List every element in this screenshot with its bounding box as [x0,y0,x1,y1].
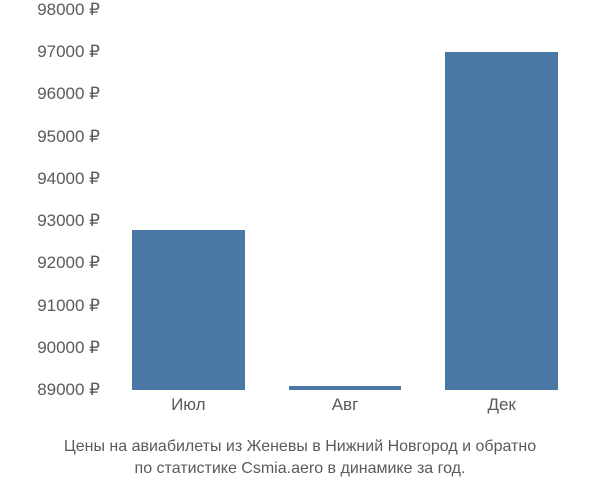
y-tick-label: 98000 ₽ [0,0,100,20]
x-axis: Июл Авг Дек [110,395,580,425]
y-tick-label: 91000 ₽ [0,296,100,316]
y-tick-label: 96000 ₽ [0,84,100,104]
y-tick-label: 93000 ₽ [0,211,100,231]
x-tick-label: Авг [332,395,359,415]
caption-line-1: Цены на авиабилеты из Женевы в Нижний Но… [0,436,600,458]
x-tick-label: Дек [487,395,515,415]
y-tick-label: 90000 ₽ [0,338,100,358]
y-tick-label: 92000 ₽ [0,253,100,273]
y-tick-label: 97000 ₽ [0,42,100,62]
price-chart: 89000 ₽ 90000 ₽ 91000 ₽ 92000 ₽ 93000 ₽ 94000… [0,0,600,430]
bar [132,230,245,390]
x-tick-label: Июл [171,395,206,415]
bar [289,386,402,390]
plot-area [110,10,580,390]
caption-line-2: по статистике Csmia.aero в динамике за г… [0,458,600,480]
chart-caption: Цены на авиабилеты из Женевы в Нижний Но… [0,436,600,481]
bar [445,52,558,390]
y-tick-label: 94000 ₽ [0,169,100,189]
y-axis: 89000 ₽ 90000 ₽ 91000 ₽ 92000 ₽ 93000 ₽ 94000… [0,0,110,410]
y-tick-label: 95000 ₽ [0,127,100,147]
y-tick-label: 89000 ₽ [0,380,100,400]
